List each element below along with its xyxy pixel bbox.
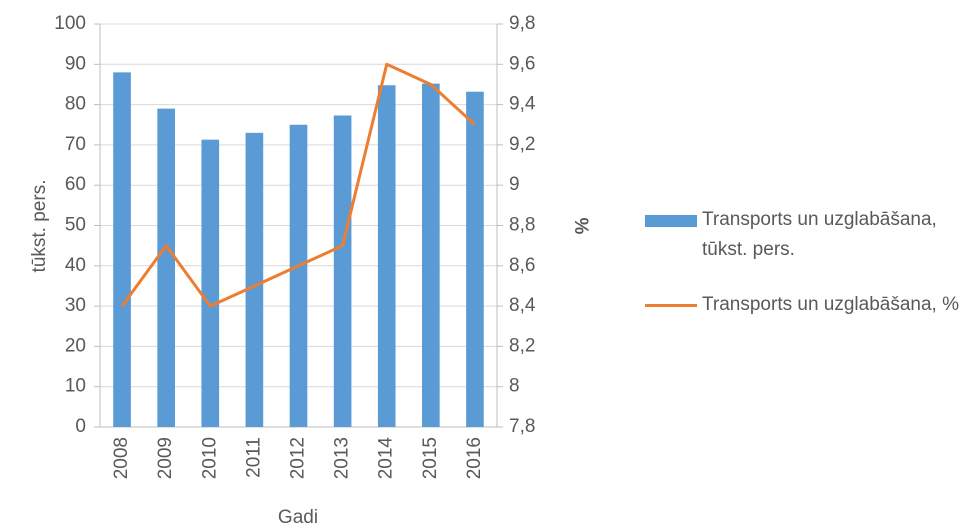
legend-item: Transports un uzglabāšana, tūkst. pers.	[645, 205, 967, 265]
y2-tick-label: 8,2	[509, 335, 535, 356]
bar	[289, 124, 308, 427]
bar	[466, 91, 484, 427]
bar	[377, 85, 396, 428]
y-tick-label: 10	[65, 376, 86, 397]
y-tick-label: 20	[65, 335, 86, 356]
y2-tick-label: 9,4	[509, 94, 536, 115]
bar	[422, 83, 440, 428]
x-tick-label: 2012	[288, 437, 309, 479]
bar	[157, 108, 175, 427]
y-tick-label: 40	[65, 255, 86, 276]
y2-tick-label: 7,8	[509, 416, 535, 437]
y2-tick-label: 8,4	[509, 295, 536, 316]
y2-axis-title: %	[570, 218, 591, 235]
y2-tick-label: 9,2	[509, 134, 535, 155]
legend-item: Transports un uzglabāšana, %	[645, 290, 967, 320]
y2-tick-label: 8	[509, 376, 520, 397]
x-tick-label: 2013	[332, 437, 353, 479]
y-tick-label: 90	[65, 53, 86, 74]
x-axis-title: Gadi	[278, 507, 318, 528]
legend-label: Transports un uzglabāšana, tūkst. pers.	[702, 209, 937, 260]
y-tick-label: 60	[65, 174, 86, 195]
y-tick-label: 50	[65, 215, 86, 236]
legend-swatch	[645, 304, 697, 307]
y2-tick-label: 9,6	[509, 53, 535, 74]
bar	[333, 115, 352, 427]
legend-label: Transports un uzglabāšana, %	[702, 294, 960, 315]
y2-tick-label: 9	[509, 174, 520, 195]
bar	[245, 132, 264, 427]
x-tick-label: 2010	[199, 437, 220, 479]
bar	[113, 72, 131, 428]
y-tick-label: 80	[65, 94, 86, 115]
y-tick-label: 100	[54, 13, 86, 34]
y-tick-label: 0	[75, 416, 86, 437]
y2-tick-label: 9,8	[509, 13, 535, 34]
y-axis-title: tūkst. pers.	[29, 180, 50, 273]
y2-tick-label: 8,8	[509, 215, 535, 236]
x-tick-label: 2011	[243, 437, 264, 478]
legend-swatch	[645, 215, 697, 227]
y-tick-label: 70	[65, 134, 86, 155]
line	[120, 62, 476, 308]
bar	[201, 139, 220, 427]
y2-tick-label: 8,6	[509, 255, 535, 276]
x-tick-label: 2008	[111, 437, 132, 479]
y-tick-label: 30	[65, 295, 86, 316]
x-tick-label: 2009	[155, 437, 176, 479]
x-tick-label: 2016	[464, 437, 485, 479]
x-tick-label: 2014	[376, 437, 397, 480]
x-tick-label: 2015	[420, 437, 441, 479]
